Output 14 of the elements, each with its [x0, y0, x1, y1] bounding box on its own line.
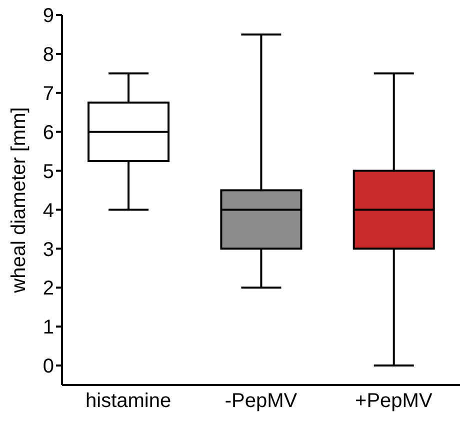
y-tick-label: 3 — [42, 238, 54, 261]
y-tick-label: 9 — [42, 5, 54, 28]
y-axis-title: wheal diameter [mm] — [8, 107, 30, 294]
x-tick-label: -PepMV — [224, 390, 298, 412]
y-tick-label: 1 — [42, 316, 54, 339]
y-tick-label: 7 — [42, 82, 54, 105]
y-tick-label: 8 — [42, 44, 54, 66]
y-tick-label: 5 — [42, 160, 54, 183]
y-tick-label: 0 — [42, 356, 54, 378]
x-tick-label: histamine — [86, 390, 172, 412]
y-tick-label: 4 — [42, 200, 54, 222]
x-tick-label: +PepMV — [355, 390, 433, 412]
y-tick-label: 2 — [42, 278, 54, 300]
y-tick-label: 6 — [42, 122, 54, 144]
